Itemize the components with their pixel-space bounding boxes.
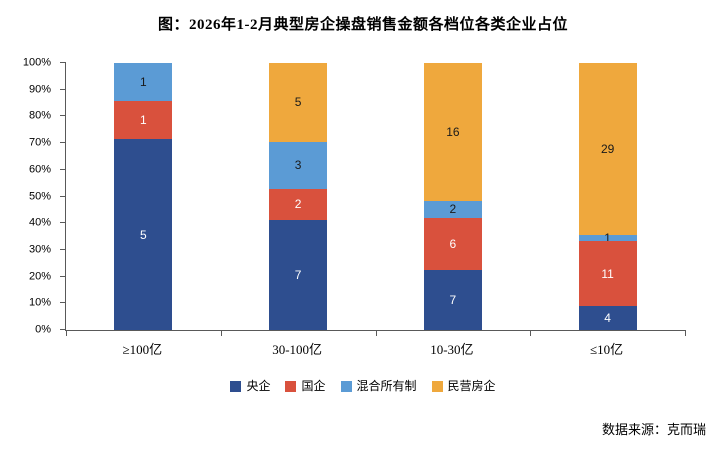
y-axis: 0% 10% 20% 30% 40% 50% 60% 70% 80% 90% 100% [0,57,60,335]
bar-segment: 1 [114,63,173,102]
plot-area: 5 1 1 7 2 3 5 7 6 2 16 4 11 1 29 [60,62,686,336]
x-axis-label: 30-100亿 [272,342,323,357]
legend-label: 国企 [301,379,326,393]
bar-group: 5 1 1 [66,63,221,330]
bar-segment: 3 [269,141,328,189]
y-axis-label: 30% [28,243,51,256]
x-axis-tick [530,330,532,336]
legend-swatch-icon [285,380,297,392]
legend-label: 民营房企 [447,379,496,393]
bar-group: 4 11 1 29 [530,63,685,330]
y-axis-tick [60,275,66,277]
y-axis-tick [60,222,66,224]
legend-swatch-icon [230,380,242,392]
bar-segment-label: 1 [604,231,611,246]
bar-segment: 2 [269,188,328,221]
y-axis-tick [60,302,66,304]
bar-segment-label: 7 [449,292,457,307]
bar-segment-label: 16 [446,124,460,139]
legend-label: 混合所有制 [356,379,417,393]
bar-segment-label: 7 [294,268,302,283]
bar-segment-label: 5 [140,227,147,242]
legend-swatch-icon [340,380,352,392]
legend-item: 混合所有制 [340,379,417,393]
legend-item: 民营房企 [431,379,496,393]
x-axis-label: ≤10亿 [590,342,624,357]
y-axis-label: 10% [28,296,51,309]
bar-segment-label: 1 [140,75,147,90]
bar-segment-label: 2 [294,197,302,212]
bar-segment: 11 [578,241,637,307]
bar-segment-label: 11 [601,266,614,281]
y-axis-label: 40% [28,216,51,229]
stacked-bar: 5 1 1 [114,63,173,330]
legend-item: 国企 [285,379,326,393]
y-axis-label: 100% [22,56,51,69]
y-axis-tick [60,142,66,144]
bar-group: 7 2 3 5 [221,63,376,330]
x-axis-tick [685,330,686,336]
legend-item: 央企 [230,380,270,392]
y-axis-label: 60% [28,163,51,176]
y-axis-label: 20% [28,270,51,283]
x-axis-label: 10-30亿 [430,342,474,357]
legend-label: 央企 [246,379,271,393]
bar-segment-label: 29 [600,142,615,157]
legend: 央企 国企 混合所有制 民营房企 [0,380,726,392]
bar-segment: 16 [423,63,482,201]
x-axis-label: ≥100亿 [122,342,163,357]
stacked-bar: 7 2 3 5 [269,63,328,330]
bar-segment: 7 [423,269,482,330]
x-axis-tick [220,330,222,336]
x-axis-tick [66,330,67,336]
bar-segment: 29 [578,63,637,236]
stacked-bar: 7 6 2 16 [423,63,482,330]
y-axis-tick [60,88,66,90]
y-axis-tick [60,168,66,170]
chart-title: 图：2026年1-2月典型房企操盘销售金额各档位各类企业占位 [158,17,568,33]
bar-segment: 5 [269,63,328,142]
bar-segment-label: 4 [604,311,611,326]
bar-segment-label: 1 [140,113,147,128]
bar-segment: 7 [269,220,328,330]
y-axis-label: 50% [28,190,51,202]
y-axis-tick [60,248,66,250]
y-axis-tick [60,195,66,197]
y-axis-label: 70% [28,136,51,149]
y-axis-tick [60,329,66,330]
y-axis-tick [60,62,66,63]
x-axis: ≥100亿 30-100亿 10-30亿 ≤10亿 [65,339,684,358]
y-axis-label: 80% [28,109,51,122]
y-axis-label: 0% [35,323,51,336]
bar-group: 7 6 2 16 [376,63,531,330]
bar-segment-label: 2 [449,202,457,217]
x-axis-tick [375,330,377,336]
y-axis-tick [60,115,66,117]
data-source: 数据来源：克而瑞 [601,422,706,437]
bar-segment: 5 [114,139,173,330]
bar-segment-label: 3 [294,158,302,173]
stacked-bar: 4 11 1 29 [578,63,637,330]
y-axis-label: 90% [28,83,51,96]
legend-swatch-icon [431,380,443,392]
bar-segment: 4 [578,306,637,330]
bar-segment: 6 [423,218,482,270]
bar-segment: 2 [423,200,482,219]
bar-segment-label: 5 [294,95,302,110]
bar-segment: 1 [114,101,173,140]
bars-container: 5 1 1 7 2 3 5 7 6 2 16 4 11 1 29 [66,63,685,330]
bar-segment: 1 [578,231,637,246]
bar-segment-label: 6 [449,236,457,251]
